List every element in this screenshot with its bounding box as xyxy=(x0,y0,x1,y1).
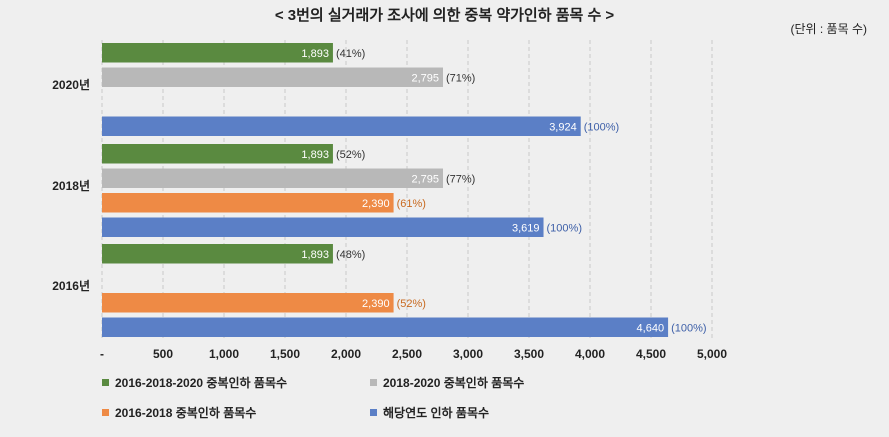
legend-swatch xyxy=(102,379,109,386)
bar xyxy=(102,67,443,87)
legend-item: 2016-2018 중복인하 품목수 xyxy=(102,404,256,421)
legend-item: 2016-2018-2020 중복인하 품목수 xyxy=(102,374,287,391)
bar-percent-label: (100%) xyxy=(671,322,706,334)
x-tick-label: 1,000 xyxy=(209,347,239,361)
bar-percent-label: (77%) xyxy=(446,173,475,185)
x-tick-label: 4,000 xyxy=(575,347,605,361)
x-tick-label: 500 xyxy=(153,347,173,361)
bar-percent-label: (100%) xyxy=(547,222,582,234)
bar-percent-label: (52%) xyxy=(397,298,426,310)
bar-percent-label: (100%) xyxy=(584,121,619,133)
bar-percent-label: (52%) xyxy=(336,149,365,161)
x-tick-label: - xyxy=(100,347,104,361)
legend-label: 2016-2018-2020 중복인하 품목수 xyxy=(115,376,288,390)
bar xyxy=(102,244,333,264)
bar xyxy=(102,317,669,337)
bar xyxy=(102,217,544,237)
bar-value-label: 3,924 xyxy=(549,121,577,133)
x-tick-label: 2,500 xyxy=(392,347,422,361)
bar-value-label: 2,390 xyxy=(362,198,390,210)
bar xyxy=(102,293,394,313)
unit-note: (단위 : 품목 수) xyxy=(790,22,867,36)
bar-value-label: 2,795 xyxy=(411,72,439,84)
bar-percent-label: (48%) xyxy=(336,249,365,261)
x-tick-label: 3,000 xyxy=(453,347,483,361)
bar xyxy=(102,144,333,164)
x-tick-label: 3,500 xyxy=(514,347,544,361)
legend-item: 해당연도 인하 품목수 xyxy=(370,404,489,421)
bar-value-label: 3,619 xyxy=(512,222,540,234)
bar-value-label: 1,893 xyxy=(301,48,329,60)
x-tick-label: 2,000 xyxy=(331,347,361,361)
bar-value-label: 4,640 xyxy=(637,322,665,334)
legend-swatch xyxy=(370,409,377,416)
bar-percent-label: (41%) xyxy=(336,48,365,60)
bar-value-label: 2,795 xyxy=(411,173,439,185)
x-tick-label: 1,500 xyxy=(270,347,300,361)
legend-swatch xyxy=(370,379,377,386)
bar xyxy=(102,168,443,188)
bar-value-label: 1,893 xyxy=(301,249,329,261)
bar xyxy=(102,43,333,63)
group-label: 2018년 xyxy=(52,179,90,193)
bar-percent-label: (61%) xyxy=(397,198,426,210)
chart-title: < 3번의 실거래가 조사에 의한 중복 약가인하 품목 수 > xyxy=(274,7,615,24)
legend-label: 해당연도 인하 품목수 xyxy=(383,406,490,420)
bar xyxy=(102,193,394,213)
x-tick-label: 4,500 xyxy=(636,347,666,361)
bar xyxy=(102,116,581,136)
legend-item: 2018-2020 중복인하 품목수 xyxy=(370,374,524,391)
group-label: 2016년 xyxy=(52,279,90,293)
bar-percent-label: (71%) xyxy=(446,72,475,84)
x-tick-label: 5,000 xyxy=(697,347,727,361)
bar-value-label: 1,893 xyxy=(301,149,329,161)
legend-label: 2018-2020 중복인하 품목수 xyxy=(383,376,525,390)
bar-value-label: 2,390 xyxy=(362,298,390,310)
chart-legend: 2016-2018-2020 중복인하 품목수 2018-2020 중복인하 품목… xyxy=(102,374,662,434)
legend-label: 2016-2018 중복인하 품목수 xyxy=(115,406,257,420)
legend-swatch xyxy=(102,409,109,416)
group-label: 2020년 xyxy=(52,78,90,92)
